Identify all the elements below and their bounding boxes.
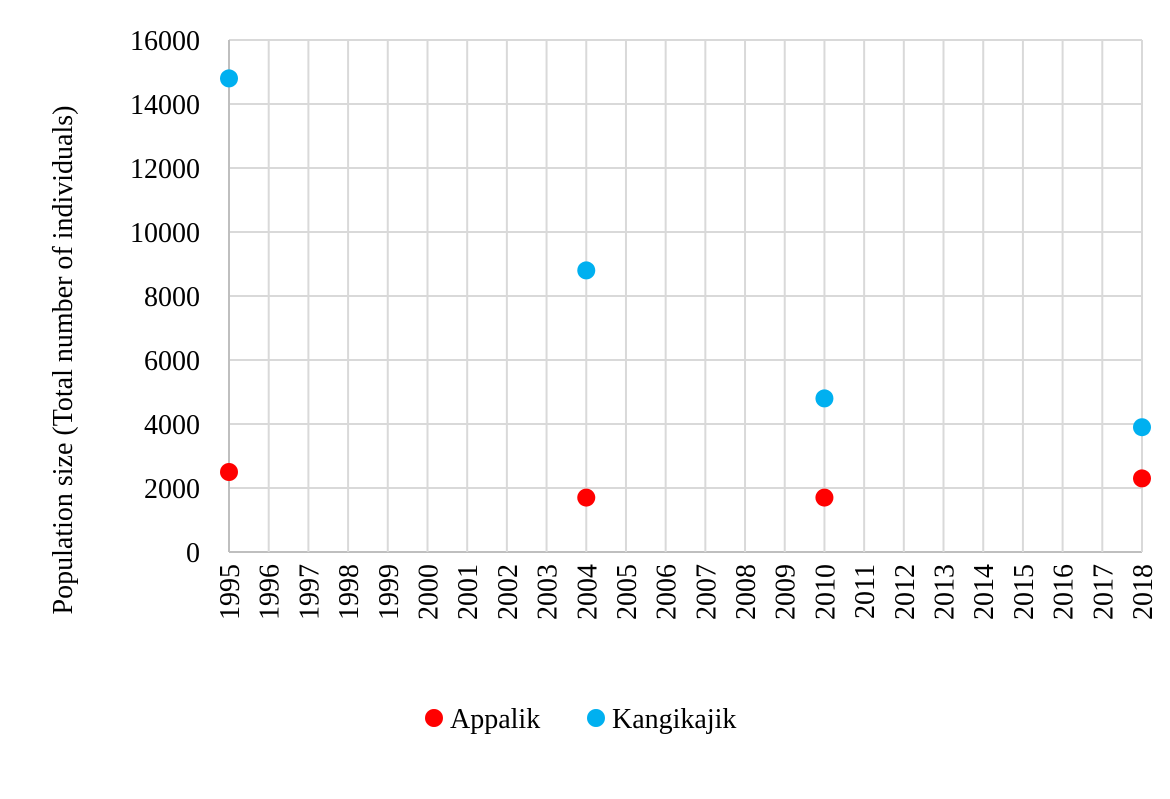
x-tick-label: 2013 — [930, 564, 961, 620]
y-tick-labels: 0 2000 4000 6000 8000 10000 12000 14000 16000 — [130, 26, 200, 569]
legend-label: Kangikajik — [612, 704, 736, 735]
x-tick-label: 2007 — [691, 564, 722, 620]
grid — [228, 39, 1143, 553]
data-point-kangikajik — [1133, 418, 1151, 437]
x-tick-label: 2016 — [1049, 564, 1080, 620]
x-tick-label: 1999 — [374, 564, 405, 620]
x-tick-label: 2014 — [969, 564, 1000, 620]
y-tick-label: 16000 — [130, 26, 200, 57]
data-points — [220, 69, 1151, 507]
legend-label: Appalik — [450, 704, 540, 735]
data-point-kangikajik — [577, 261, 596, 280]
y-tick-label: 12000 — [130, 154, 200, 185]
y-tick-label: 8000 — [144, 282, 200, 313]
data-point-appalik — [577, 488, 596, 507]
y-axis-label: Population size (Total number of individ… — [48, 106, 79, 615]
data-point-kangikajik — [220, 69, 238, 88]
x-tick-label: 2012 — [890, 564, 921, 620]
x-tick-label: 2002 — [493, 564, 524, 620]
x-tick-label: 1996 — [255, 564, 286, 620]
y-tick-label: 6000 — [144, 346, 200, 377]
data-point-appalik — [1133, 469, 1151, 488]
x-tick-label: 2010 — [810, 564, 841, 620]
y-tick-label: 10000 — [130, 218, 200, 249]
x-tick-label: 2011 — [850, 564, 881, 619]
x-tick-label: 2018 — [1128, 564, 1159, 620]
y-tick-label: 0 — [186, 538, 200, 569]
x-tick-label: 2015 — [1009, 564, 1040, 620]
x-tick-label: 2003 — [533, 564, 564, 620]
legend: Appalik Kangikajik — [425, 704, 736, 735]
x-tick-labels: 1995 1996 1997 1998 1999 2000 2001 2002 2003 2004… — [215, 564, 1159, 620]
x-tick-label: 2008 — [731, 564, 762, 620]
y-tick-label: 14000 — [130, 90, 200, 121]
x-tick-label: 1998 — [334, 564, 365, 620]
legend-marker-kangikajik — [587, 709, 605, 727]
x-tick-label: 2000 — [413, 564, 444, 620]
x-tick-label: 2005 — [612, 564, 643, 620]
x-tick-label: 2017 — [1088, 564, 1119, 620]
x-tick-label: 2004 — [572, 564, 603, 620]
x-tick-label: 2006 — [652, 564, 683, 620]
y-tick-label: 4000 — [144, 410, 200, 441]
data-point-kangikajik — [815, 389, 834, 408]
x-tick-label: 2001 — [453, 564, 484, 620]
x-tick-label: 1995 — [215, 564, 246, 620]
data-point-appalik — [815, 488, 834, 507]
x-tick-label: 2009 — [771, 564, 802, 620]
legend-marker-appalik — [425, 709, 443, 727]
y-tick-label: 2000 — [144, 474, 200, 505]
data-point-appalik — [220, 463, 238, 481]
x-tick-label: 1997 — [294, 564, 325, 620]
